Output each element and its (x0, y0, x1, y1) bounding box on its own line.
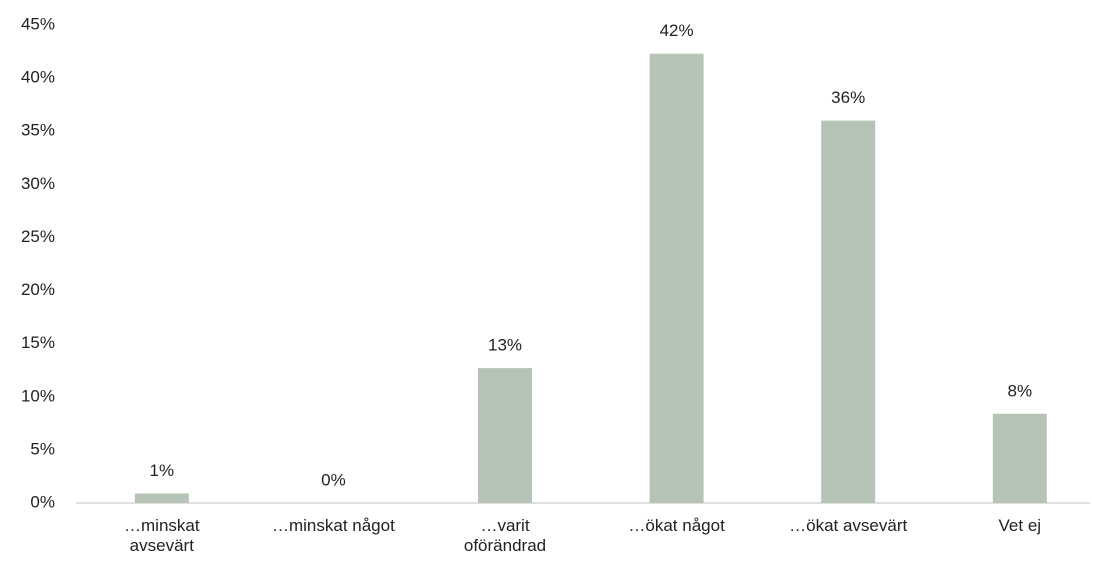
y-tick-label: 40% (21, 68, 55, 87)
x-tick-label: …ökat något (628, 516, 725, 535)
data-label: 8% (1008, 381, 1033, 400)
y-tick-label: 15% (21, 333, 55, 352)
y-tick-label: 45% (21, 14, 55, 33)
y-tick-label: 35% (21, 121, 55, 140)
x-tick-label: Vet ej (998, 516, 1042, 535)
y-tick-label: 5% (30, 439, 55, 458)
x-tick-label: …minskat något (271, 516, 395, 535)
y-tick-label: 10% (21, 386, 55, 405)
bar (649, 53, 704, 504)
y-tick-label: 25% (21, 227, 55, 246)
data-label: 42% (660, 21, 694, 40)
data-label: 1% (150, 461, 175, 480)
x-tick-label: …ökat avsevärt (789, 516, 908, 535)
bar (992, 413, 1047, 503)
x-tick-label: …varit oförändrad (463, 516, 547, 555)
y-tick-label: 20% (21, 280, 55, 299)
data-label: 0% (321, 470, 346, 489)
bar (821, 120, 876, 503)
data-label: 13% (488, 336, 522, 355)
bar (134, 493, 189, 503)
bar (478, 368, 532, 503)
data-label: 36% (831, 88, 865, 107)
x-tick-label: …minskat avsevärt (124, 516, 200, 555)
y-tick-label: 0% (30, 492, 55, 511)
y-tick-label: 30% (21, 174, 55, 193)
